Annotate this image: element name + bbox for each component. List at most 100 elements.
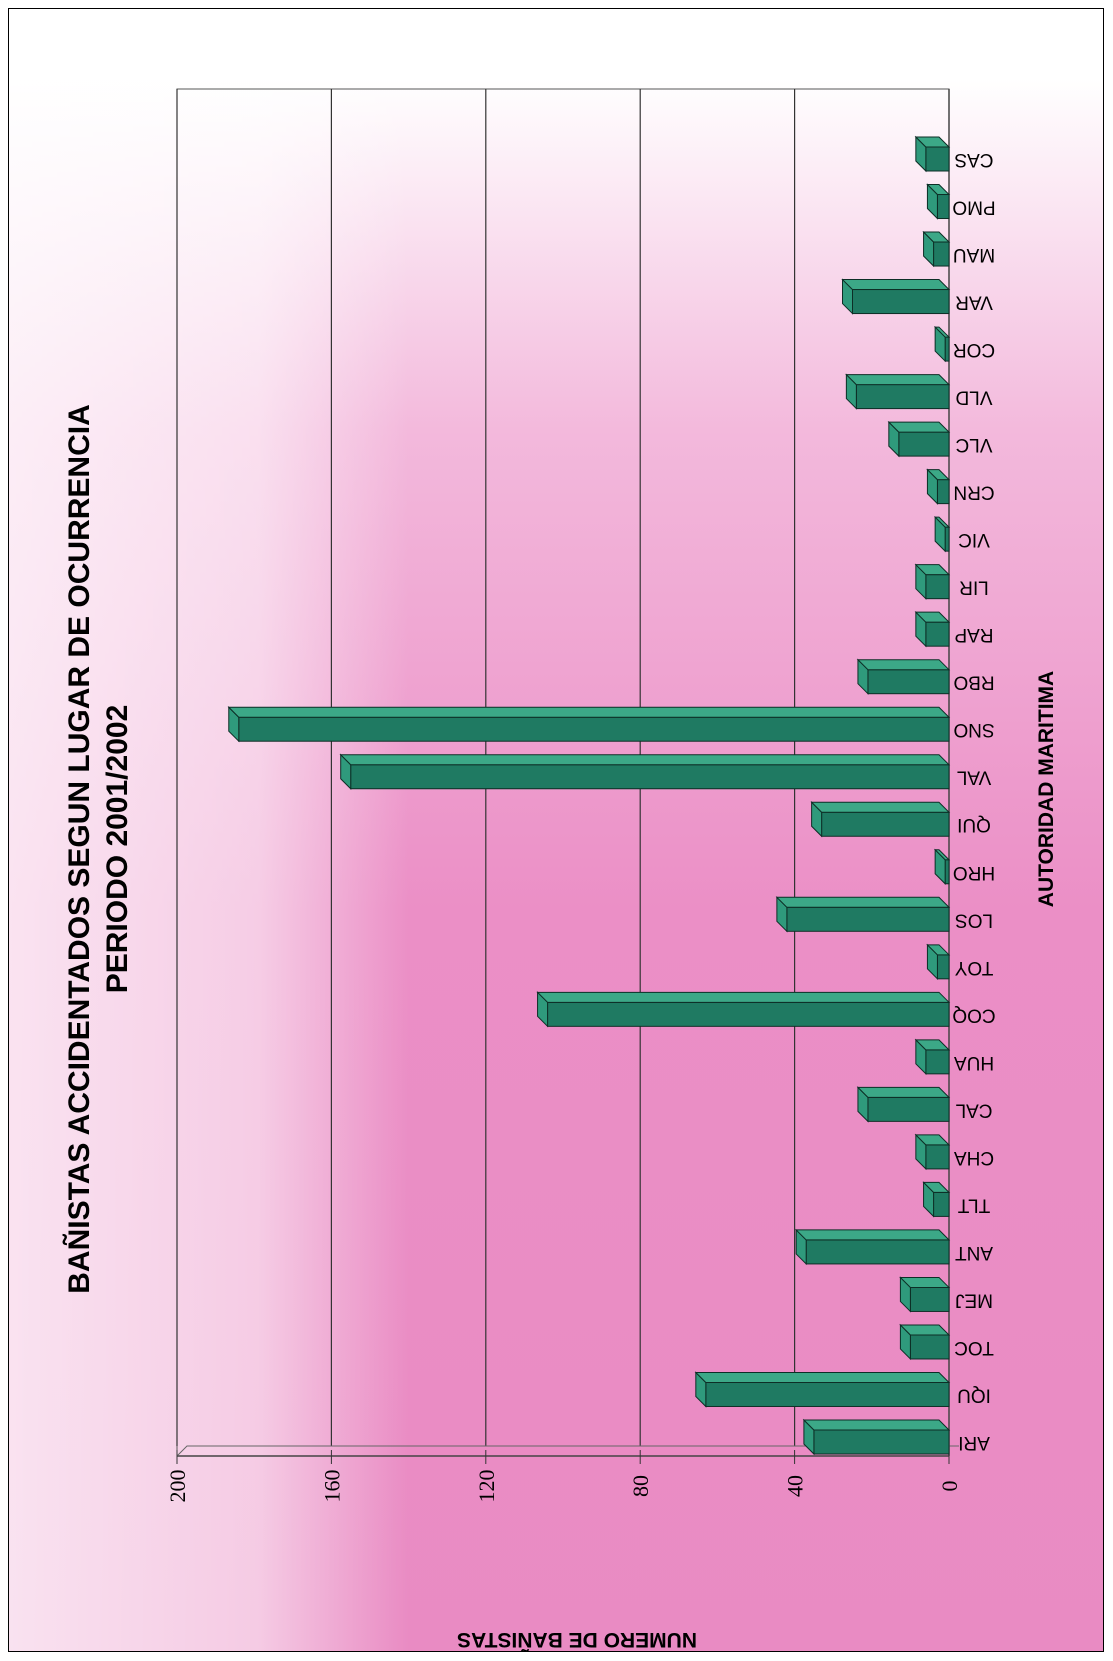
- category-labels: ARI IQU TOC MEJ ANT TLT CHA CAL HUA COQ TOY LOS HRO Q…: [952, 149, 995, 1453]
- bar-face: [909, 1286, 950, 1312]
- category-label: COQ: [952, 1004, 995, 1025]
- bar: [914, 1038, 951, 1076]
- bar-side: [694, 1371, 951, 1383]
- bar: [914, 563, 951, 600]
- bar-face: [855, 384, 950, 410]
- bar: [922, 1181, 951, 1218]
- category-label: CRN: [953, 482, 994, 503]
- category-label: LIR: [959, 577, 989, 598]
- bar-face: [705, 1381, 950, 1407]
- bar-side: [227, 706, 951, 718]
- chart-page: 0 40 80 120 160 200 ARI IQU TOC MEJ ANT TLT CHA CAL H…: [8, 8, 1104, 1652]
- bar-side: [914, 1039, 951, 1051]
- bar-side: [914, 136, 951, 148]
- category-label: VAL: [957, 767, 992, 788]
- bar: [914, 135, 951, 173]
- bar: [926, 183, 951, 220]
- bar-face: [867, 669, 950, 695]
- bar-face: [852, 289, 950, 315]
- bar-chart: 0 40 80 120 160 200 ARI IQU TOC MEJ ANT TLT CHA CAL H…: [62, 88, 1058, 1651]
- bar-side: [926, 944, 951, 956]
- bar-side: [914, 611, 951, 623]
- bar-face: [936, 954, 950, 980]
- bar: [227, 706, 951, 743]
- chart-subtitle: PERIODO 2001/2002: [101, 705, 134, 994]
- bar: [933, 515, 951, 553]
- category-label: RBO: [953, 672, 994, 693]
- category-label: PMO: [952, 197, 995, 218]
- bar-face: [786, 906, 950, 932]
- category-label: LOS: [955, 909, 993, 930]
- bar-face: [933, 241, 950, 267]
- bar-side: [887, 421, 951, 433]
- bar-face: [936, 194, 950, 220]
- category-label: TOC: [954, 1337, 994, 1358]
- bar-side: [899, 1324, 951, 1336]
- bar-side: [899, 1276, 951, 1288]
- bar: [914, 1133, 951, 1171]
- bar-face: [944, 859, 950, 885]
- bar-side: [933, 516, 951, 528]
- bar-side: [536, 991, 951, 1003]
- bar-side: [856, 1086, 951, 1098]
- category-label: ARI: [958, 1432, 990, 1453]
- category-label: TOY: [954, 957, 993, 978]
- bar-side: [339, 754, 951, 766]
- bar: [775, 896, 951, 933]
- bar: [899, 1323, 951, 1361]
- bar-face: [805, 1239, 950, 1265]
- bar-face: [925, 1144, 950, 1170]
- y-ticks: 0 40 80 120 160 200: [165, 1450, 962, 1503]
- y-axis-title: NUMERO DE BAÑISTAS: [457, 1628, 697, 1651]
- bar-face: [909, 1334, 950, 1360]
- bar: [339, 753, 951, 790]
- category-label: TLT: [957, 1194, 990, 1215]
- bar: [926, 468, 951, 505]
- category-label: VIC: [958, 529, 990, 550]
- x-axis-title: AUTORIDAD MARITIMA: [1035, 671, 1058, 907]
- bar: [933, 848, 951, 885]
- bar: [856, 1086, 951, 1123]
- bar-face: [936, 479, 950, 505]
- y-tick-label: 40: [783, 1475, 808, 1497]
- bar: [856, 658, 951, 695]
- bar-side: [810, 801, 951, 813]
- bars: [227, 135, 951, 1456]
- y-tick-label: 160: [319, 1470, 344, 1503]
- bar-face: [350, 764, 950, 790]
- bar-face: [933, 1191, 950, 1217]
- bar-side: [914, 1134, 951, 1146]
- category-label: IQU: [957, 1384, 991, 1405]
- category-label: VLC: [956, 434, 993, 455]
- category-label: VAR: [955, 292, 993, 313]
- floor-edge: [176, 1445, 959, 1457]
- y-tick-label: 120: [474, 1470, 499, 1503]
- bar-side: [845, 374, 951, 386]
- bar-face: [925, 574, 950, 600]
- bar-side: [914, 564, 951, 576]
- bar-face: [821, 811, 950, 837]
- bar-face: [547, 1001, 950, 1027]
- bar: [841, 278, 951, 315]
- bar: [694, 1371, 951, 1408]
- category-label: VLD: [956, 387, 993, 408]
- bar-face: [925, 621, 950, 647]
- category-label: CHA: [954, 1147, 994, 1168]
- category-label: MEJ: [955, 1289, 993, 1310]
- bar-face: [238, 716, 950, 742]
- y-tick-label: 200: [165, 1470, 190, 1503]
- bar-side: [922, 231, 951, 243]
- bar-face: [944, 526, 950, 552]
- category-label: CAS: [954, 149, 993, 170]
- bar: [887, 420, 951, 458]
- bar: [933, 325, 951, 363]
- bar: [794, 1228, 951, 1266]
- category-label: ANT: [955, 1242, 993, 1263]
- bar-side: [775, 896, 951, 908]
- bar: [845, 373, 951, 410]
- bar-side: [841, 279, 951, 291]
- category-label: HRO: [953, 862, 995, 883]
- bar-side: [856, 659, 951, 671]
- bar: [926, 943, 951, 981]
- bar-face: [925, 1049, 950, 1075]
